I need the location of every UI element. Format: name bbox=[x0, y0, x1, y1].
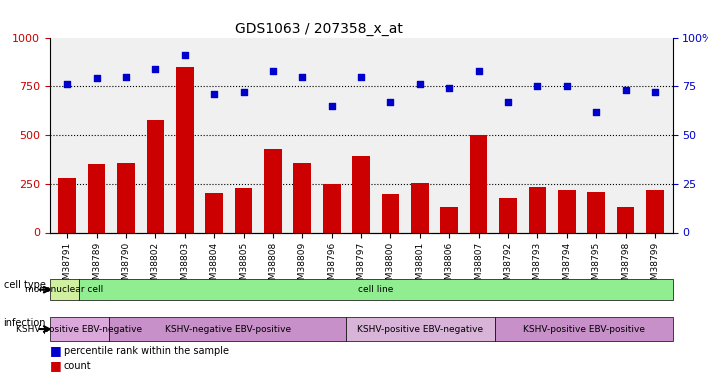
Point bbox=[503, 99, 514, 105]
Bar bbox=[117, 163, 135, 232]
Point bbox=[149, 66, 161, 72]
Text: GDS1063 / 207358_x_at: GDS1063 / 207358_x_at bbox=[234, 22, 403, 36]
Point bbox=[297, 74, 308, 80]
Text: ■: ■ bbox=[50, 359, 62, 372]
Point bbox=[91, 75, 102, 81]
Point bbox=[620, 87, 632, 93]
Text: KSHV-positive EBV-negative: KSHV-positive EBV-negative bbox=[358, 324, 484, 334]
Text: cell line: cell line bbox=[358, 285, 394, 294]
Text: cell type: cell type bbox=[4, 280, 45, 290]
Bar bbox=[264, 148, 282, 232]
Bar bbox=[440, 207, 458, 232]
Bar bbox=[411, 183, 428, 232]
Bar bbox=[646, 190, 664, 232]
Bar bbox=[58, 178, 76, 232]
Point bbox=[62, 81, 73, 87]
Point bbox=[473, 68, 484, 74]
Point bbox=[120, 74, 132, 80]
Point bbox=[179, 52, 190, 58]
Bar bbox=[588, 192, 605, 232]
Point bbox=[355, 74, 367, 80]
Text: count: count bbox=[64, 361, 91, 370]
Text: KSHV-positive EBV-positive: KSHV-positive EBV-positive bbox=[523, 324, 644, 334]
Point bbox=[326, 103, 337, 109]
Point bbox=[561, 83, 573, 89]
Bar bbox=[617, 207, 634, 232]
Text: percentile rank within the sample: percentile rank within the sample bbox=[64, 346, 229, 355]
Bar bbox=[294, 163, 311, 232]
Bar bbox=[353, 156, 370, 232]
Point bbox=[414, 81, 426, 87]
Bar bbox=[88, 164, 105, 232]
Point bbox=[590, 109, 602, 115]
Bar bbox=[235, 188, 252, 232]
Point bbox=[238, 89, 249, 95]
Point bbox=[649, 89, 661, 95]
Point bbox=[532, 83, 543, 89]
Bar bbox=[382, 195, 399, 232]
Bar bbox=[529, 187, 547, 232]
Text: mononuclear cell: mononuclear cell bbox=[25, 285, 103, 294]
Text: KSHV-negative EBV-positive: KSHV-negative EBV-positive bbox=[164, 324, 290, 334]
Bar bbox=[147, 120, 164, 232]
Bar bbox=[470, 135, 487, 232]
Bar bbox=[323, 184, 341, 232]
Bar bbox=[558, 190, 576, 232]
Bar bbox=[499, 198, 517, 232]
Point bbox=[444, 85, 455, 91]
Bar bbox=[176, 67, 193, 232]
Text: ■: ■ bbox=[50, 344, 62, 357]
Text: KSHV-positive EBV-negative: KSHV-positive EBV-negative bbox=[16, 324, 142, 334]
Text: infection: infection bbox=[4, 318, 46, 327]
Point bbox=[208, 91, 219, 97]
Point bbox=[385, 99, 396, 105]
Point bbox=[267, 68, 278, 74]
Bar bbox=[205, 192, 223, 232]
